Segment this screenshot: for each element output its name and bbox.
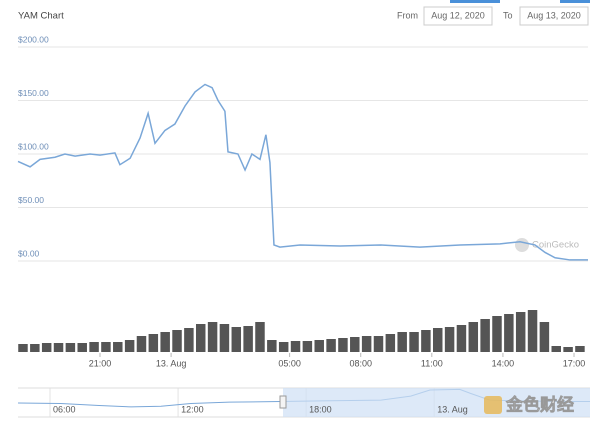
volume-bar <box>30 344 40 352</box>
watermark: 金色财经 <box>505 394 574 414</box>
volume-bar <box>113 342 123 352</box>
chart-title: YAM Chart <box>18 11 64 22</box>
volume-bar <box>421 330 431 352</box>
x-tick-label: 14:00 <box>492 358 515 368</box>
volume-bar <box>409 332 419 352</box>
range-button[interactable] <box>450 0 500 3</box>
y-tick-label: $150.00 <box>18 88 49 98</box>
volume-bar <box>350 337 360 352</box>
x-tick-label: 05:00 <box>278 358 301 368</box>
volume-bar <box>278 342 289 352</box>
volume-bar <box>195 324 206 352</box>
volume-bar <box>18 344 28 352</box>
x-tick-label: 17:00 <box>563 358 586 368</box>
volume-bar <box>172 330 182 352</box>
volume-bar <box>539 322 550 352</box>
price-line <box>17 83 588 261</box>
volume-bar <box>314 340 324 352</box>
volume-bar <box>136 336 147 352</box>
volume-bar <box>89 342 99 352</box>
volume-bar <box>385 334 396 352</box>
volume-bar <box>290 341 301 352</box>
volume-bar <box>551 346 561 352</box>
volume-bar <box>432 328 443 352</box>
to-date: Aug 13, 2020 <box>527 10 581 20</box>
to-label: To <box>503 10 513 20</box>
x-tick-label: 18:00 <box>309 404 332 414</box>
y-tick-label: $200.00 <box>18 34 49 44</box>
volume-bar <box>160 332 170 352</box>
volume-bar <box>53 343 64 352</box>
volume-bar <box>326 339 336 352</box>
volume-bar <box>219 324 230 352</box>
volume-bar <box>338 338 348 352</box>
to-input[interactable] <box>519 6 589 26</box>
volume-bar <box>255 322 265 352</box>
volume-bar <box>231 327 242 352</box>
volume-bar <box>575 346 585 352</box>
volume-bar <box>563 347 573 352</box>
volume-bar <box>302 341 313 352</box>
range-button[interactable] <box>560 0 590 3</box>
x-tick-label: 13. Aug <box>156 358 187 368</box>
navigator-handle[interactable] <box>279 395 287 409</box>
volume-bar <box>492 316 502 352</box>
y-tick-label: $100.00 <box>18 141 49 151</box>
x-tick-label: 11:00 <box>421 358 443 368</box>
x-tick-label: 12:00 <box>181 404 204 414</box>
volume-bar <box>41 343 52 352</box>
volume-bar <box>101 342 111 352</box>
volume-bar <box>148 334 159 352</box>
from-label: From <box>397 10 418 20</box>
x-tick-label: 06:00 <box>53 404 76 414</box>
volume-bar <box>65 343 76 352</box>
volume-bar <box>444 327 455 352</box>
volume-bar <box>504 314 514 352</box>
volume-bar <box>124 340 135 352</box>
x-tick-label: 13. Aug <box>437 404 468 414</box>
volume-bar <box>456 325 467 352</box>
volume-bar <box>397 332 407 352</box>
volume-bar <box>243 326 253 352</box>
volume-bar <box>373 336 384 352</box>
watermark: CoinGecko <box>532 240 579 251</box>
volume-bar <box>267 340 277 352</box>
x-tick-label: 21:00 <box>89 358 112 368</box>
volume-bar <box>361 336 372 352</box>
from-input[interactable] <box>423 6 493 26</box>
y-tick-label: $0.00 <box>18 248 40 258</box>
volume-bar <box>184 328 194 352</box>
watermark-logo <box>515 238 529 252</box>
volume-bar <box>468 322 479 352</box>
navigator-selection[interactable] <box>283 388 590 417</box>
watermark-logo <box>484 396 502 414</box>
from-date: Aug 12, 2020 <box>431 10 485 20</box>
y-tick-label: $50.00 <box>18 195 44 205</box>
volume-bar <box>77 343 87 352</box>
volume-bar <box>515 312 526 352</box>
volume-bar <box>207 322 218 352</box>
volume-bar <box>480 319 490 352</box>
x-tick-label: 08:00 <box>349 358 372 368</box>
volume-bar <box>527 310 538 352</box>
